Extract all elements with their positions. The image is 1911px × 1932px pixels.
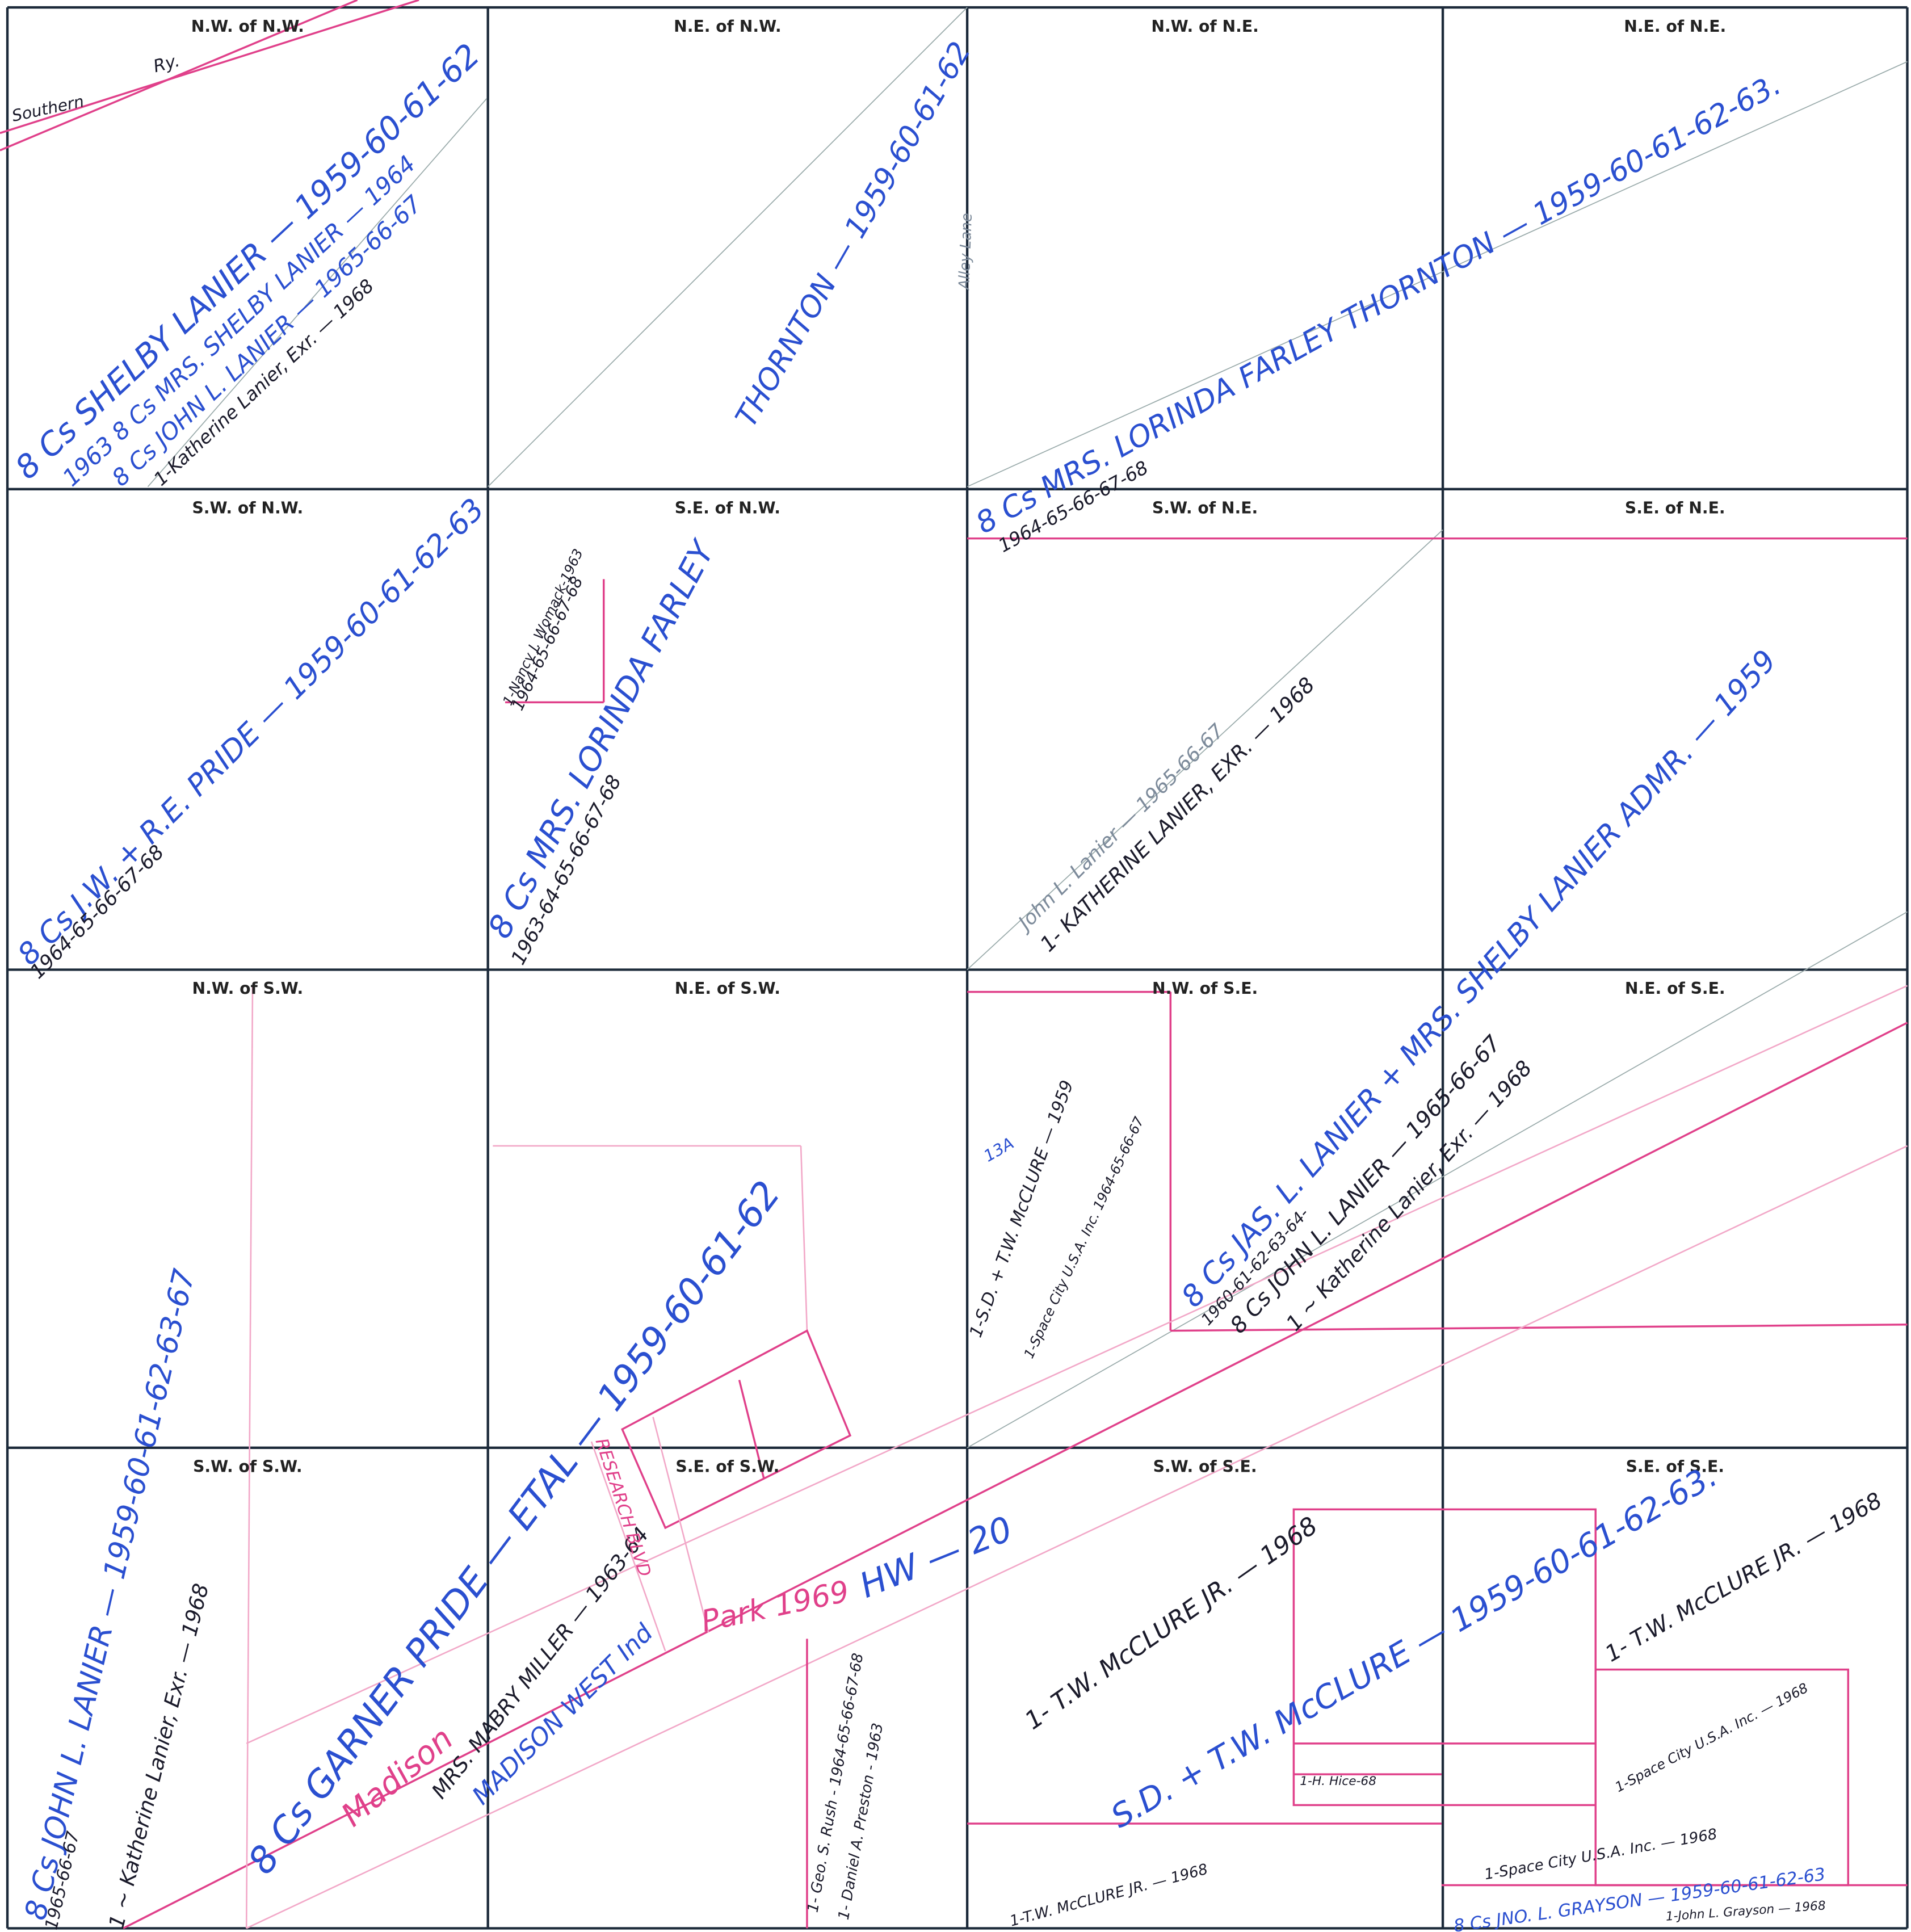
handwritten-note: 8 Cs MRS. LORINDA FARLEY [481, 534, 723, 944]
section-label: S.E. of S.E. [1626, 1458, 1724, 1476]
handwritten-note: Alley Lane [956, 213, 976, 291]
property-line [800, 1145, 808, 1331]
section-label: N.W. of S.E. [1152, 979, 1258, 998]
boundary-line [488, 7, 968, 488]
boundary-line [967, 911, 1908, 1448]
handwritten-note: Park 1969 [699, 1574, 852, 1639]
handwritten-note: 8 Cs JOHN L. LANIER — 1965-66-67 [1225, 1031, 1506, 1338]
boundary-line [967, 61, 1908, 488]
handwritten-note: John L. Lanier — 1965-66-67 [1012, 720, 1229, 936]
railway-line [0, 0, 419, 135]
handwritten-note: 13A [981, 1133, 1017, 1165]
highway-line [246, 1145, 1908, 1929]
handwritten-note: 1- KATHERINE LANIER, EXR. — 1968 [1035, 673, 1319, 957]
handwritten-note: 1- T.W. McCLURE JR. — 1968 [1020, 1511, 1323, 1736]
parcel [738, 1380, 765, 1479]
road-line [652, 1417, 709, 1633]
handwritten-note: 8 Cs JOHN L. LANIER — 1959-60-61-62-63-6… [19, 1266, 202, 1923]
section-label: S.E. of S.W. [675, 1458, 779, 1476]
section-label: N.W. of S.W. [192, 979, 303, 998]
highway-line [246, 985, 1908, 1745]
road-line [590, 1441, 666, 1652]
section-label: S.W. of N.E. [1152, 499, 1258, 518]
section-label: N.E. of N.W. [674, 17, 782, 36]
handwritten-note: 1-Space City U.S.A. Inc. — 1968 [1612, 1680, 1811, 1795]
handwritten-note: 1964-65-66-67-68 [508, 574, 586, 713]
railway-line [0, 0, 358, 152]
section-label: N.W. of N.E. [1151, 17, 1259, 36]
boundary-line [967, 529, 1443, 971]
section-label: S.W. of N.W. [192, 499, 303, 518]
section-label: S.E. of N.W. [675, 499, 780, 518]
section-label: N.W. of N.W. [191, 17, 304, 36]
property-line [245, 985, 254, 1929]
handwritten-note: 1-Space City U.S.A. Inc. — 1968 [1483, 1826, 1719, 1884]
parcel [621, 1329, 852, 1530]
highway-line [123, 1022, 1908, 1930]
grid [6, 6, 1909, 1930]
section-label: S.W. of S.E. [1153, 1458, 1257, 1476]
handwritten-note: 1-H. Hice-68 [1300, 1774, 1376, 1788]
handwritten-note: THORNTON — 1959-60-61-62 [729, 36, 978, 433]
section-label: S.W. of S.W. [193, 1458, 302, 1476]
section-label: S.E. of N.E. [1625, 499, 1725, 518]
handwritten-note: 1-T.W. McCLURE JR. — 1968 [1008, 1861, 1209, 1930]
handwritten-note: 1963 8 Cs MRS. SHELBY LANIER — 1964 [57, 150, 421, 492]
handwritten-note: 1-Nancy J. Womack-1963 [499, 547, 586, 708]
handwritten-note: Southern [10, 92, 86, 125]
boundary-line [147, 98, 488, 488]
handwritten-note: HW — 20 [854, 1509, 1018, 1606]
section-label: N.E. of N.E. [1624, 17, 1726, 36]
handwritten-note: 8 Cs J.W. + R.E. PRIDE — 1959-60-61-62-6… [11, 492, 491, 972]
handwritten-note: 1 ~ Katherine Lanier, Exr. — 1968 [1282, 1056, 1537, 1335]
handwritten-note: Ry. [152, 51, 182, 77]
handwritten-note: 8 Cs MRS. LORINDA FARLEY THORNTON — 1959… [971, 68, 1787, 541]
section-label: N.E. of S.E. [1625, 979, 1725, 998]
section-label: N.E. of S.W. [675, 979, 780, 998]
property-line [1170, 1324, 1908, 1332]
handwritten-note: 1 ~ Katherine Lanier, Exr. — 1968 [104, 1581, 213, 1931]
